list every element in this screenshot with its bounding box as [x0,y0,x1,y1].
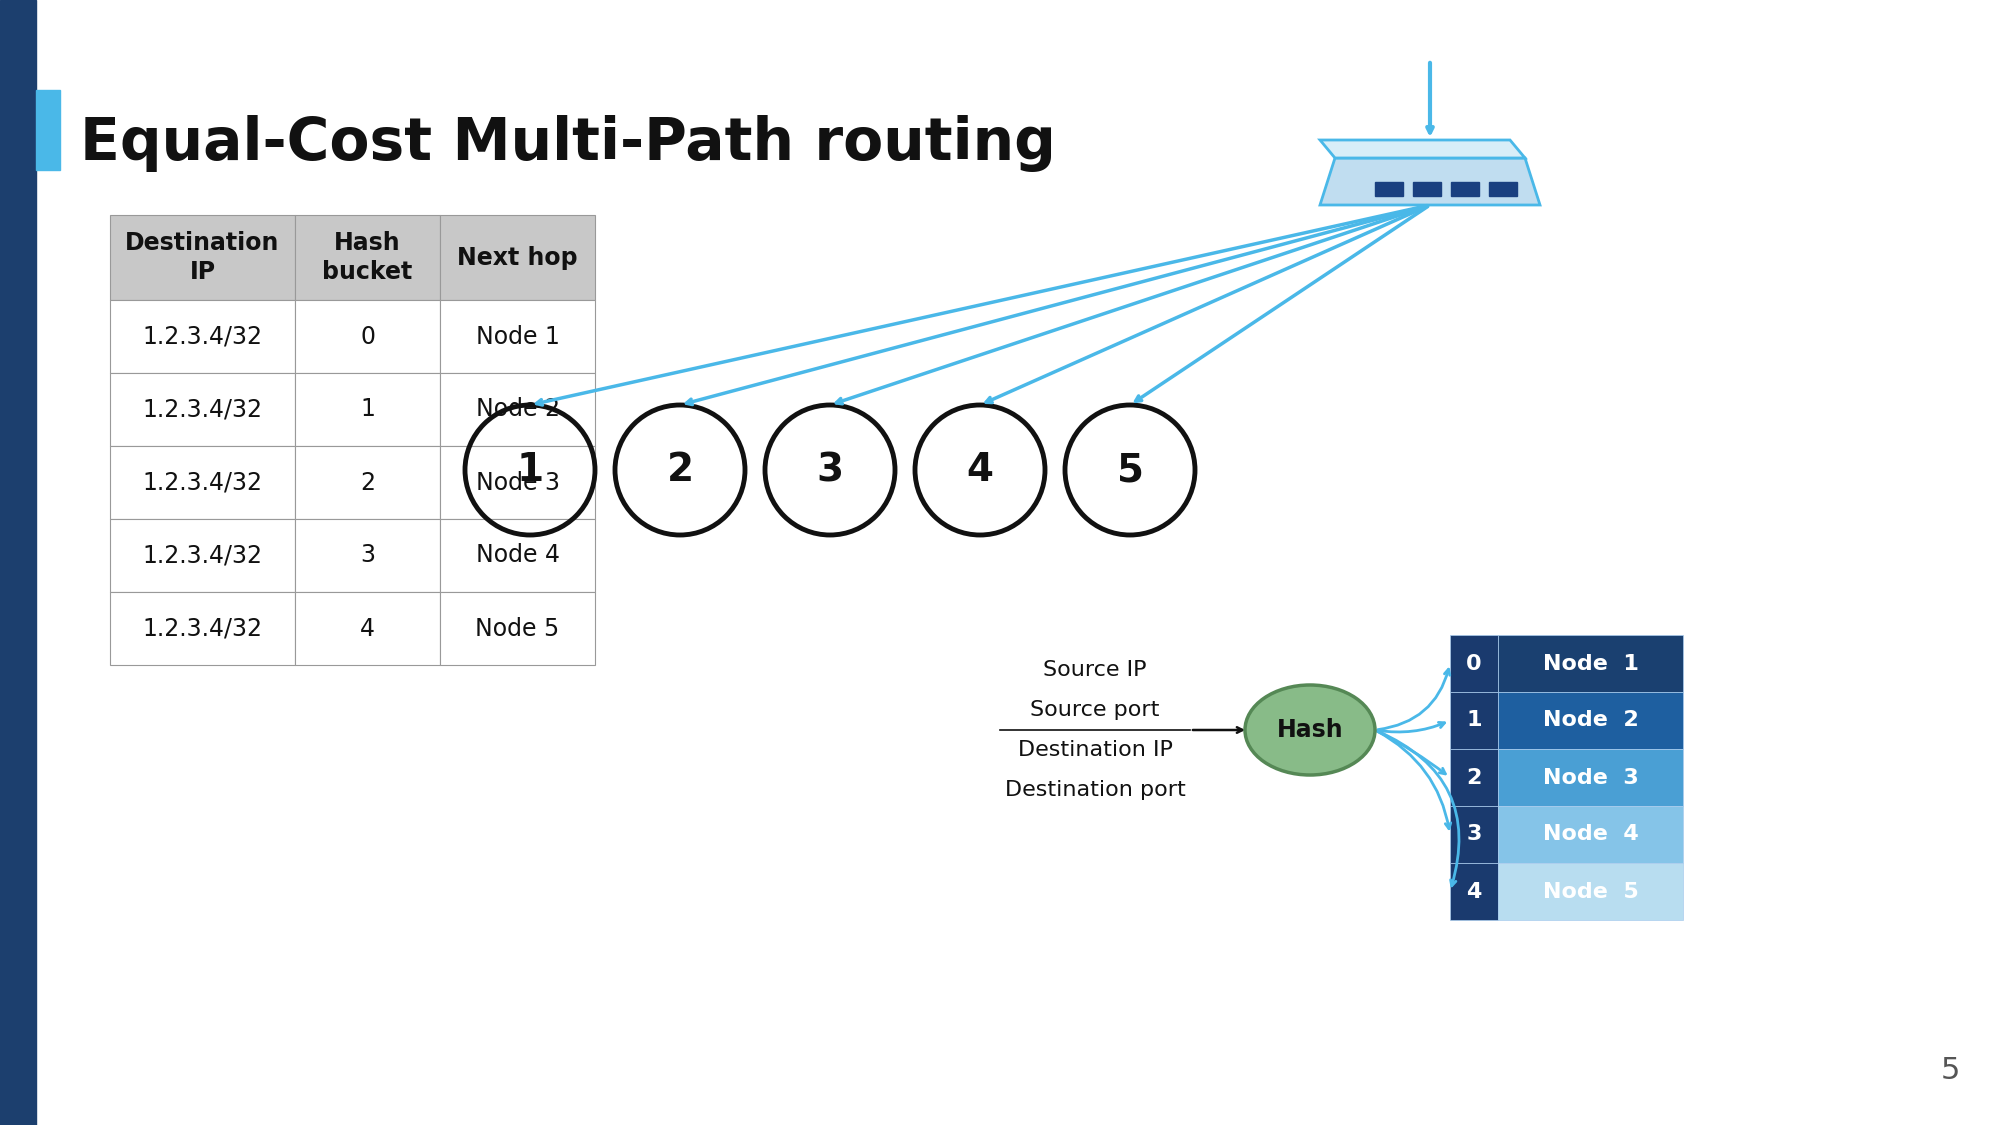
Text: 1.2.3.4/32: 1.2.3.4/32 [142,616,262,640]
Text: Node  5: Node 5 [1542,882,1638,901]
Text: 5: 5 [1940,1056,1960,1084]
Text: Node 3: Node 3 [476,470,560,495]
Polygon shape [1320,158,1540,205]
Text: Destination port: Destination port [1004,780,1186,800]
Text: Node 2: Node 2 [476,397,560,422]
Text: 1: 1 [516,451,544,489]
Bar [440,446,596,519]
Text: Node 1: Node 1 [476,324,560,349]
Bar [440,215,596,300]
Bar [296,592,440,665]
Bar [440,300,596,374]
Text: 1: 1 [360,397,374,422]
Bar [1498,692,1684,749]
Text: 4: 4 [360,616,376,640]
Text: 3: 3 [360,543,376,567]
Bar [1498,634,1684,692]
Ellipse shape [1244,685,1376,775]
Text: 2: 2 [1466,767,1482,788]
Bar [1450,634,1498,692]
Bar [36,90,60,170]
Bar [110,592,296,665]
Text: Hash: Hash [1276,718,1344,742]
Bar [110,374,296,446]
Bar [296,374,440,446]
Bar [1498,863,1684,920]
Bar [440,374,596,446]
Bar [1450,692,1498,749]
Bar [110,519,296,592]
Bar [1498,806,1684,863]
Text: Node  2: Node 2 [1542,711,1638,730]
Text: Source port: Source port [1030,700,1160,720]
Bar [1450,863,1498,920]
Text: Source IP: Source IP [1044,660,1146,680]
Bar [0,0,36,1125]
Text: Node  4: Node 4 [1542,825,1638,845]
Text: Destination IP: Destination IP [1018,740,1172,760]
Text: 4: 4 [1466,882,1482,901]
Bar [1412,182,1440,196]
Text: 1.2.3.4/32: 1.2.3.4/32 [142,543,262,567]
Bar [1488,182,1518,196]
Text: Node 5: Node 5 [476,616,560,640]
Bar [110,300,296,374]
Bar [1376,182,1404,196]
Bar [440,592,596,665]
Text: 4: 4 [966,451,994,489]
Bar [1452,182,1480,196]
Text: Node 4: Node 4 [476,543,560,567]
Bar [1450,749,1498,805]
Text: Node  1: Node 1 [1542,654,1638,674]
Text: 3: 3 [816,451,844,489]
Text: Destination
IP: Destination IP [126,231,280,285]
Text: 1.2.3.4/32: 1.2.3.4/32 [142,470,262,495]
Text: 1.2.3.4/32: 1.2.3.4/32 [142,397,262,422]
Bar [1450,806,1498,863]
Bar [296,215,440,300]
Bar [296,519,440,592]
Bar [1498,749,1684,805]
Text: Next hop: Next hop [458,245,578,270]
Polygon shape [1320,140,1526,158]
Bar [296,446,440,519]
Text: 0: 0 [1466,654,1482,674]
Bar [296,300,440,374]
Text: Hash
bucket: Hash bucket [322,231,412,285]
Bar [440,519,596,592]
Text: 1.2.3.4/32: 1.2.3.4/32 [142,324,262,349]
Bar [110,215,296,300]
Text: Equal-Cost Multi-Path routing: Equal-Cost Multi-Path routing [80,115,1056,172]
Text: 3: 3 [1466,825,1482,845]
Bar [110,446,296,519]
Text: Node  3: Node 3 [1542,767,1638,788]
Text: 0: 0 [360,324,376,349]
Text: 5: 5 [1116,451,1144,489]
Text: 2: 2 [360,470,376,495]
Text: 1: 1 [1466,711,1482,730]
Text: 2: 2 [666,451,694,489]
